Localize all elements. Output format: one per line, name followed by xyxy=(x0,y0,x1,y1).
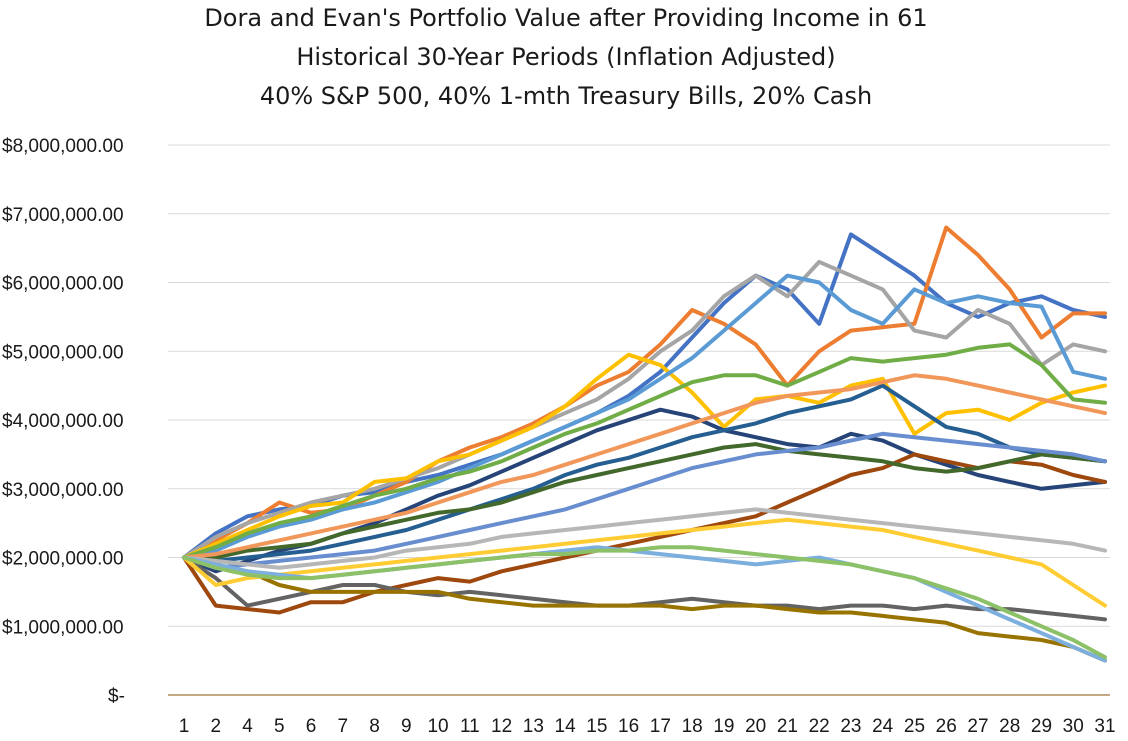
series-lines xyxy=(182,225,1107,663)
x-axis-tick-labels: 1 2 4 5 6 7 8 9 10 11 12 13 14 15 16 17 18 19 20 21 22 23 24 25… xyxy=(179,716,1116,737)
y-tick-label: $4,000,000.00 xyxy=(2,411,124,432)
chart-title-line-1: Dora and Evan's Portfolio Value after Pr… xyxy=(204,4,927,32)
series-line xyxy=(182,259,1107,560)
x-tick-label: 1 xyxy=(179,716,190,737)
series-line xyxy=(182,517,1107,608)
y-tick-label: $7,000,000.00 xyxy=(2,205,124,226)
series-line xyxy=(182,555,1107,622)
x-tick-label: 26 xyxy=(936,716,957,737)
y-tick-label: $3,000,000.00 xyxy=(2,480,124,501)
x-tick-label: 28 xyxy=(999,716,1020,737)
x-tick-label: 20 xyxy=(745,716,766,737)
x-tick-label: 9 xyxy=(401,716,412,737)
chart-title-line-2: Historical 30-Year Periods (Inflation Ad… xyxy=(296,43,835,71)
series-line xyxy=(182,431,1107,570)
x-tick-label: 19 xyxy=(713,716,734,737)
x-tick-label: 18 xyxy=(682,716,703,737)
series-line xyxy=(182,507,1107,570)
x-tick-label: 23 xyxy=(840,716,861,737)
x-tick-label: 11 xyxy=(460,716,480,737)
x-tick-label: 12 xyxy=(491,716,512,737)
x-tick-label: 22 xyxy=(809,716,830,737)
y-tick-label: $2,000,000.00 xyxy=(2,549,124,570)
x-tick-label: 14 xyxy=(555,716,577,737)
x-tick-label: 27 xyxy=(967,716,988,737)
series-line xyxy=(182,555,1107,663)
x-tick-label: 7 xyxy=(338,716,349,737)
x-tick-label: 25 xyxy=(904,716,925,737)
series-line xyxy=(182,545,1107,660)
x-tick-label: 31 xyxy=(1094,716,1115,737)
x-tick-label: 21 xyxy=(777,716,798,737)
series-line xyxy=(182,452,1107,615)
series-line xyxy=(182,383,1107,563)
x-tick-label: 5 xyxy=(274,716,285,737)
series-line xyxy=(182,342,1107,560)
x-tick-label: 2 xyxy=(210,716,221,737)
y-axis-tick-labels: $- $1,000,000.00 $2,000,000.00 $3,000,000.0… xyxy=(2,136,125,707)
series-line xyxy=(182,442,1107,560)
chart-title-line-3: 40% S&P 500, 40% 1-mth Treasury Bills, 2… xyxy=(260,82,872,110)
y-tick-label: $8,000,000.00 xyxy=(2,136,124,157)
x-tick-label: 16 xyxy=(618,716,639,737)
x-tick-label: 6 xyxy=(306,716,317,737)
y-tick-label: $- xyxy=(108,686,125,707)
series-line xyxy=(182,273,1107,560)
series-line xyxy=(182,225,1107,560)
x-tick-label: 8 xyxy=(369,716,380,737)
x-tick-label: 24 xyxy=(872,716,894,737)
x-tick-label: 29 xyxy=(1031,716,1052,737)
x-tick-label: 10 xyxy=(427,716,448,737)
x-tick-label: 13 xyxy=(523,716,544,737)
y-tick-label: $5,000,000.00 xyxy=(2,342,124,363)
x-tick-label: 17 xyxy=(650,716,671,737)
chart-title: Dora and Evan's Portfolio Value after Pr… xyxy=(204,4,927,110)
series-line xyxy=(182,373,1107,560)
x-tick-label: 30 xyxy=(1063,716,1084,737)
x-tick-label: 4 xyxy=(242,716,253,737)
series-line xyxy=(182,352,1107,560)
y-tick-label: $1,000,000.00 xyxy=(2,617,124,638)
y-tick-label: $6,000,000.00 xyxy=(2,274,124,295)
x-tick-label: 15 xyxy=(586,716,607,737)
